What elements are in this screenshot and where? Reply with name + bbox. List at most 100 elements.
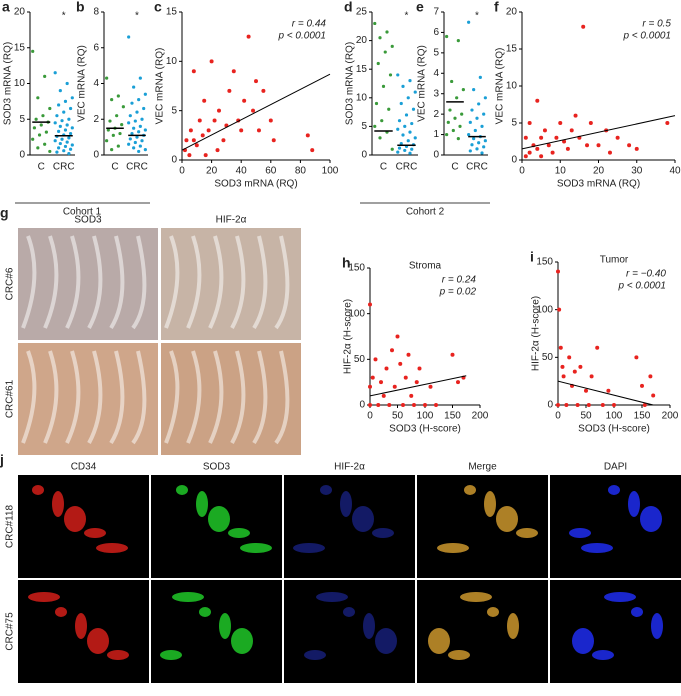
panel-label: i <box>530 249 534 265</box>
stain <box>363 613 375 639</box>
point <box>271 138 276 143</box>
annotation: r = 0.44 <box>292 19 327 30</box>
dot <box>470 108 474 112</box>
point <box>554 135 559 140</box>
tissue <box>131 235 147 330</box>
point <box>368 384 372 389</box>
dot <box>68 106 73 111</box>
dot <box>65 123 69 127</box>
point <box>310 148 315 153</box>
dot <box>408 130 412 134</box>
dot <box>68 131 73 136</box>
y-tick-label: 6 <box>433 27 439 38</box>
x-tick-label: C <box>111 162 118 173</box>
point <box>596 143 601 148</box>
dot <box>48 149 52 154</box>
stain <box>628 491 640 517</box>
dot <box>401 133 405 137</box>
y-tick-label: 4 <box>93 78 99 89</box>
point <box>600 403 605 407</box>
dot <box>57 103 61 107</box>
dot <box>413 136 417 140</box>
dot <box>401 84 405 88</box>
y-axis-label: VEC mRNA (RQ) <box>417 45 428 122</box>
point <box>612 403 616 407</box>
dot <box>396 73 400 77</box>
column-label: SOD3 <box>203 462 231 473</box>
dot <box>477 141 481 145</box>
dot <box>396 127 400 131</box>
dot <box>68 147 73 151</box>
dot <box>55 150 59 154</box>
dot <box>116 94 120 98</box>
x-tick-label: C <box>380 162 387 173</box>
x-tick-label: 20 <box>593 166 605 177</box>
dot <box>142 106 146 111</box>
tissue <box>252 235 268 330</box>
y-tick-label: 4 <box>433 68 439 79</box>
dot <box>130 131 134 136</box>
stain <box>199 607 211 617</box>
dot <box>472 88 476 92</box>
dot <box>67 117 71 121</box>
dot <box>110 148 114 152</box>
point <box>546 143 551 148</box>
y-tick-label: 15 <box>14 42 26 53</box>
dot <box>137 97 141 102</box>
point <box>581 24 586 29</box>
y-axis-label: SOD3 mRNA (RQ) <box>3 42 14 125</box>
row-label: CRC#61 <box>5 379 16 418</box>
point <box>560 364 565 369</box>
stain <box>375 628 397 654</box>
y-tick-label: 15 <box>166 7 178 18</box>
point <box>256 128 261 133</box>
x-tick-label: 200 <box>472 411 489 422</box>
dot <box>70 143 74 147</box>
point <box>527 150 532 155</box>
stain <box>231 628 253 654</box>
dot <box>65 140 69 144</box>
point <box>648 374 653 379</box>
stain <box>631 607 643 617</box>
x-tick-label: 0 <box>179 166 185 177</box>
dot <box>105 139 109 143</box>
point <box>573 113 578 118</box>
point <box>188 128 193 133</box>
point <box>261 88 266 93</box>
dot <box>448 108 452 112</box>
dot <box>483 139 487 143</box>
y-tick-label: 20 <box>506 7 518 18</box>
tissue <box>274 350 290 445</box>
dot <box>53 139 57 143</box>
point <box>184 138 189 143</box>
dot <box>121 105 125 109</box>
x-tick-label: 100 <box>417 411 434 422</box>
point <box>562 139 567 144</box>
dot <box>397 119 402 123</box>
row-label: CRC#75 <box>5 612 16 651</box>
dot <box>135 110 139 114</box>
dot <box>467 20 471 24</box>
point <box>523 135 528 140</box>
tissue <box>230 235 246 329</box>
point <box>401 403 405 407</box>
y-axis-label: VEC mRNA (RQ) <box>495 48 506 125</box>
point <box>194 143 199 148</box>
dot <box>473 128 477 133</box>
point <box>651 393 656 398</box>
dot <box>127 121 131 125</box>
stain <box>96 543 128 553</box>
tissue <box>274 235 290 330</box>
dot <box>36 96 40 100</box>
dot <box>58 141 62 146</box>
stain <box>87 628 109 654</box>
dot <box>453 116 457 120</box>
point <box>305 133 310 138</box>
dot <box>390 147 394 151</box>
dot <box>470 143 474 147</box>
point <box>368 302 372 307</box>
point <box>423 403 427 407</box>
y-tick-label: 5 <box>361 121 367 132</box>
stain <box>487 607 499 617</box>
